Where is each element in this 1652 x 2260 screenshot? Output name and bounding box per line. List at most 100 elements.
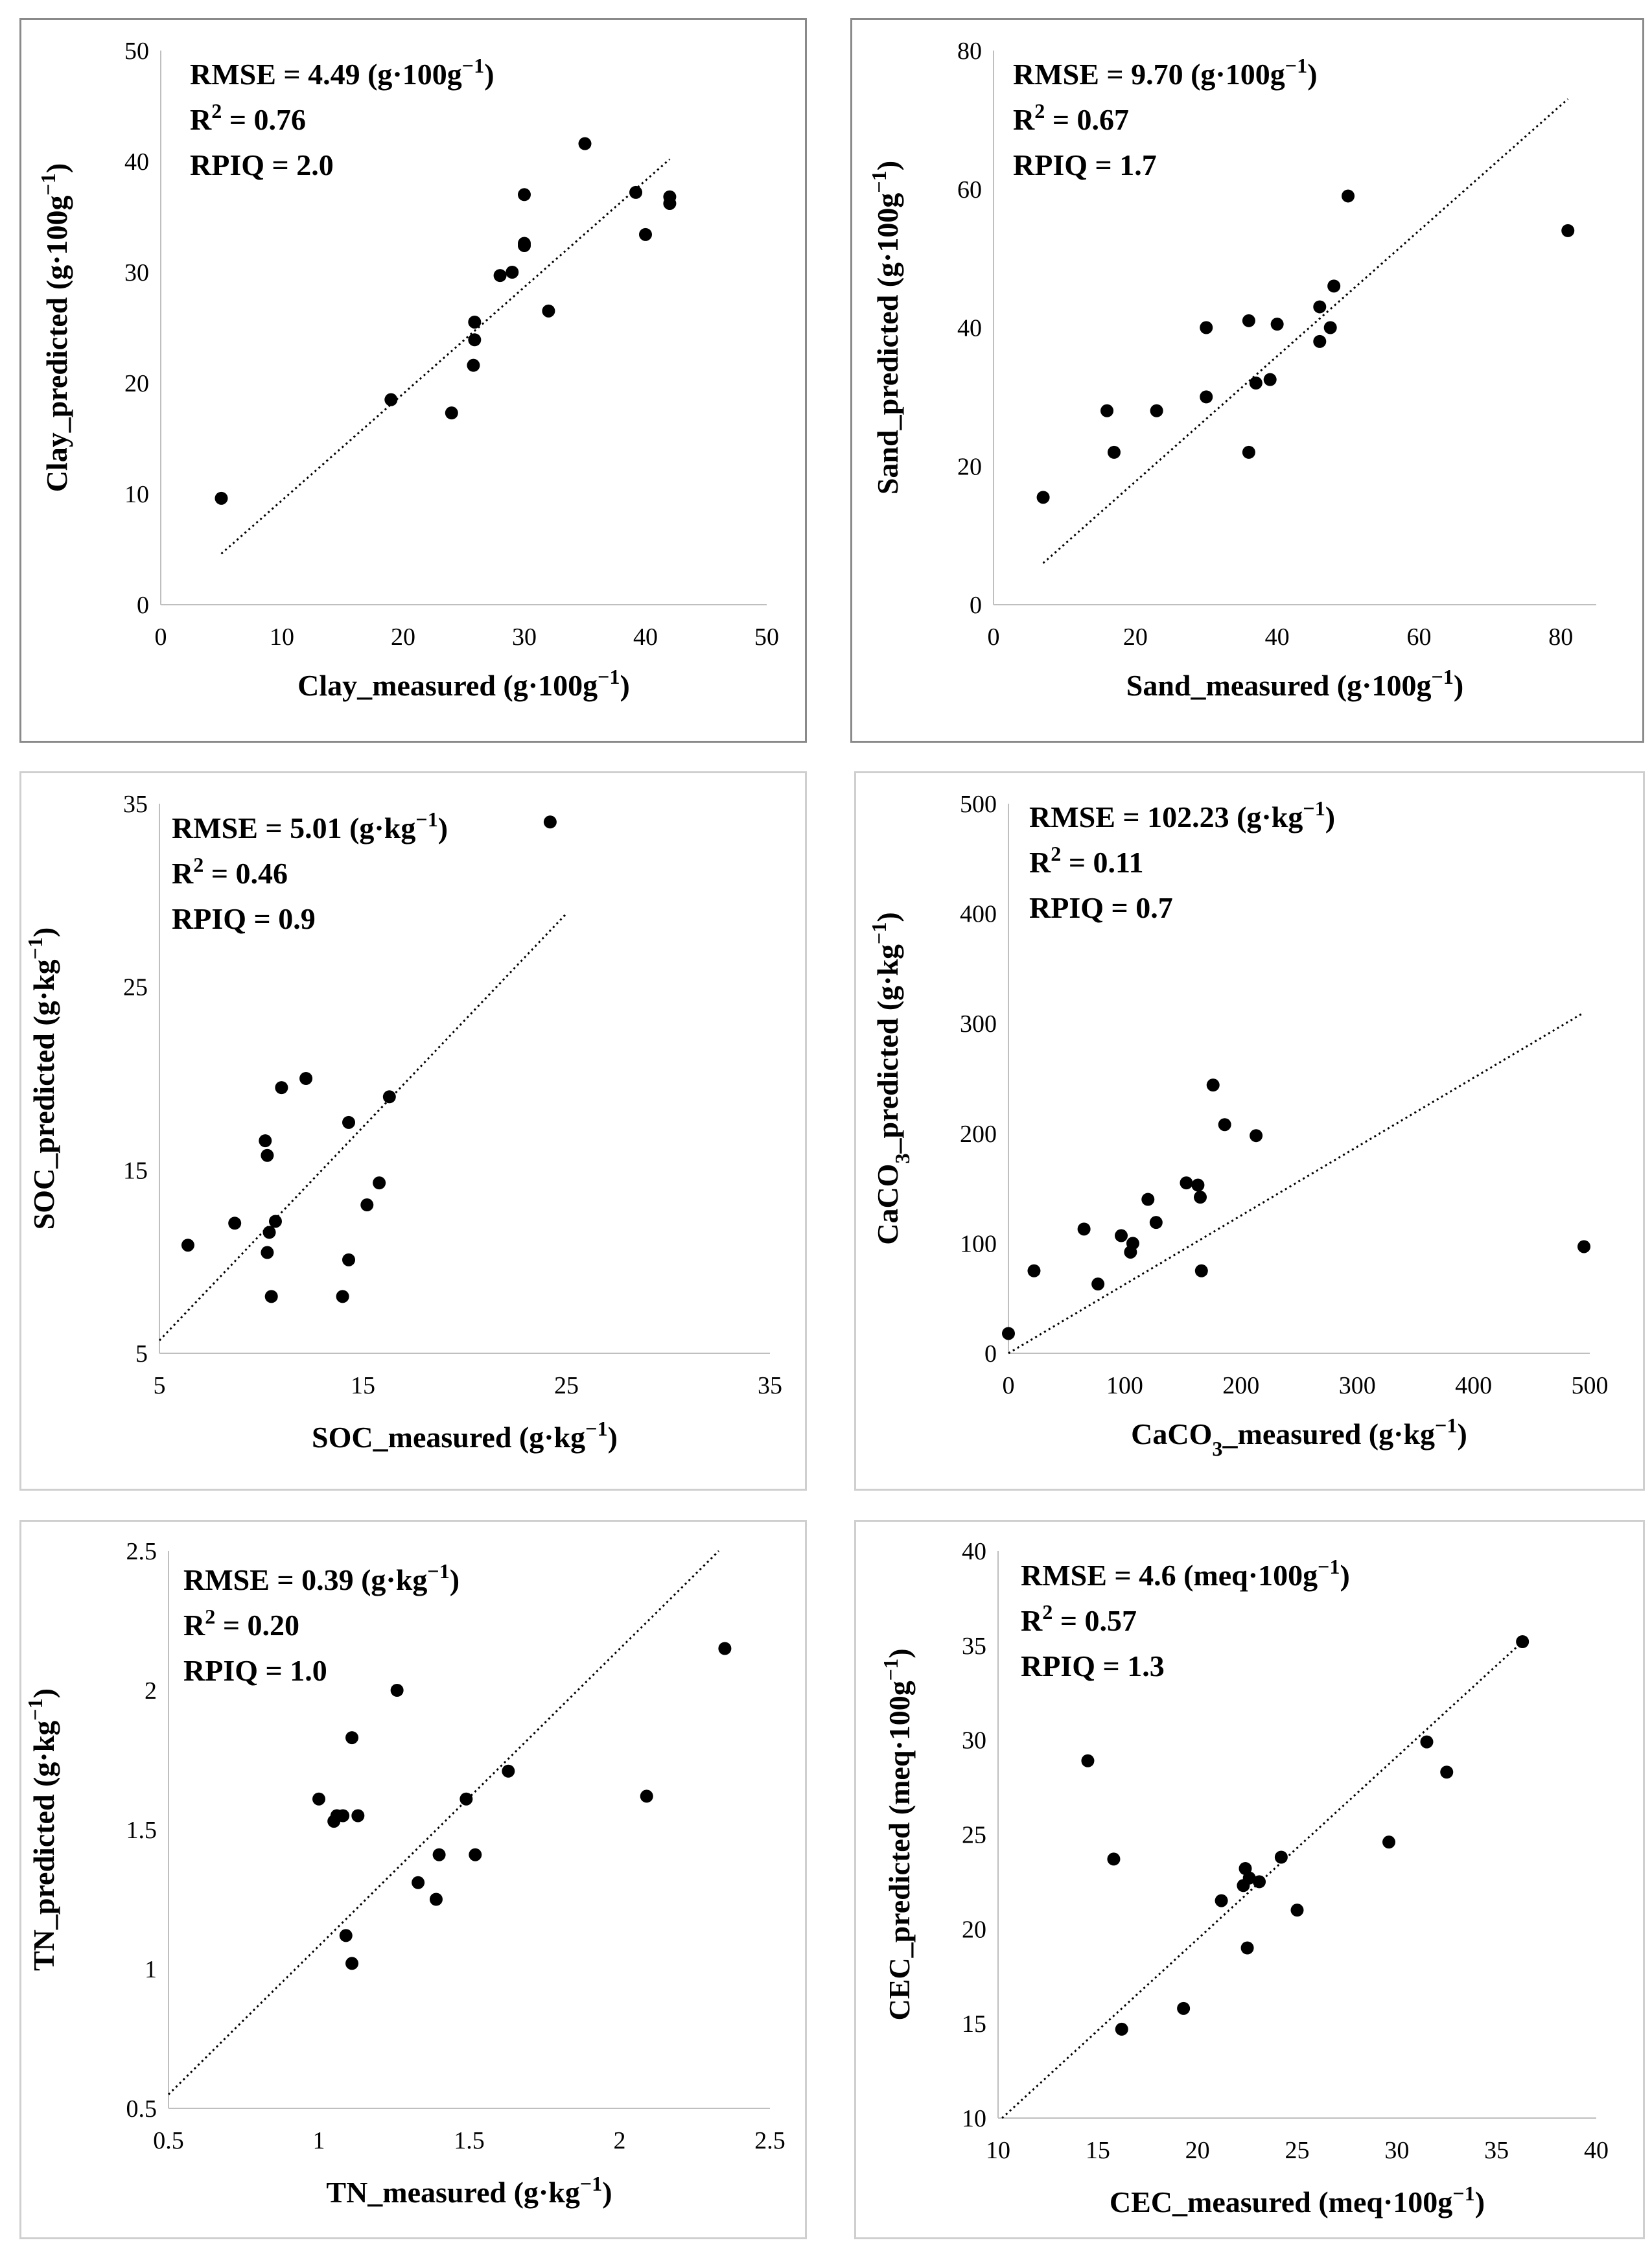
sand-data-point xyxy=(1313,334,1327,348)
caco3-data-point xyxy=(1077,1222,1091,1236)
cec-data-point xyxy=(1274,1850,1288,1864)
tn-y-tick-label: 2 xyxy=(145,1677,157,1705)
soc-data-point xyxy=(275,1081,288,1095)
caco3-x-tick-label: 200 xyxy=(1222,1372,1259,1399)
clay-chart-panel: 0 10 20 30 40 50 0 10 20 30 40 50 Clay_measured (g·1… xyxy=(19,18,807,743)
tn-trendline xyxy=(167,1550,720,2095)
cec-y-axis-title: CEC_predicted (meq·100g−1) xyxy=(879,1648,916,2020)
cec-data-point xyxy=(1382,1835,1396,1849)
soc-data-point xyxy=(259,1134,272,1148)
soc-x-tick-label: 35 xyxy=(758,1372,782,1399)
cec-x-tick-label: 10 xyxy=(986,2137,1010,2164)
tn-y-tick-label: 0.5 xyxy=(126,2095,157,2123)
sand-data-point xyxy=(1242,314,1255,327)
soc-data-point xyxy=(262,1226,276,1239)
tn-data-point xyxy=(469,1848,482,1861)
clay-data-point xyxy=(639,227,652,241)
caco3-trendline xyxy=(1008,1011,1585,1355)
soc-data-point xyxy=(261,1246,274,1259)
caco3-data-point xyxy=(1194,1264,1208,1277)
cec-y-tick-label: 20 xyxy=(962,1916,986,1943)
cec-x-tick-label: 35 xyxy=(1484,2137,1509,2164)
clay-trendline xyxy=(220,158,671,555)
sand-x-tick-label: 0 xyxy=(988,623,1000,651)
clay-data-point xyxy=(542,304,555,318)
tn-data-point xyxy=(460,1792,473,1806)
caco3-x-tick-label: 100 xyxy=(1106,1372,1143,1399)
sand-data-point xyxy=(1200,390,1213,404)
soc-data-point xyxy=(342,1253,356,1266)
clay-data-point xyxy=(445,406,458,420)
clay-y-axis-title: Clay_predicted (g·100g−1) xyxy=(36,163,73,493)
cec-y-tick-label: 30 xyxy=(962,1727,986,1754)
tn-data-point xyxy=(351,1809,365,1823)
soc-data-point xyxy=(382,1090,396,1104)
tn-data-point xyxy=(336,1809,350,1823)
caco3-chart-panel: 0 100 200 300 400 500 0 100 200 300 400 500 CaCO3_me… xyxy=(854,771,1645,1491)
cec-x-tick-label: 30 xyxy=(1384,2137,1409,2164)
caco3-x-axis-title: CaCO3_measured (g·kg−1) xyxy=(1131,1414,1467,1460)
clay-x-tick-label: 20 xyxy=(391,623,415,651)
cec-y-tick-label: 10 xyxy=(962,2105,986,2132)
sand-data-point xyxy=(1327,279,1341,293)
tn-stat-0: RMSE = 0.39 (g·kg−1) xyxy=(183,1559,460,1596)
clay-data-point xyxy=(629,185,643,199)
sand-x-tick-label: 20 xyxy=(1123,623,1148,651)
tn-data-point xyxy=(390,1684,404,1697)
cec-data-point xyxy=(1290,1904,1304,1917)
cec-data-point xyxy=(1115,2022,1128,2036)
sand-stat-0: RMSE = 9.70 (g·100g−1) xyxy=(1013,54,1318,91)
sand-data-point xyxy=(1249,377,1262,390)
cec-data-point xyxy=(1440,1765,1454,1779)
tn-data-point xyxy=(718,1642,732,1655)
cec-data-point xyxy=(1240,1941,1254,1955)
caco3-y-tick-label: 0 xyxy=(984,1340,997,1368)
clay-y-tick-label: 50 xyxy=(124,38,149,65)
caco3-data-point xyxy=(1191,1178,1205,1192)
caco3-y-tick-label: 200 xyxy=(960,1121,997,1148)
caco3-y-tick-label: 100 xyxy=(960,1230,997,1257)
cec-data-point xyxy=(1242,1871,1256,1885)
cec-svg: 10 15 20 25 30 35 40 10 15 20 25 30 35 40 CEC_measured… xyxy=(879,1538,1609,2219)
soc-stat-0: RMSE = 5.01 (g·kg−1) xyxy=(172,808,448,845)
tn-y-tick-label: 2.5 xyxy=(126,1538,157,1565)
caco3-data-point xyxy=(1027,1264,1041,1277)
caco3-data-point xyxy=(1577,1240,1591,1253)
clay-data-point xyxy=(384,393,398,406)
caco3-data-point xyxy=(1141,1193,1155,1206)
sand-y-tick-label: 0 xyxy=(970,592,982,619)
cec-x-tick-label: 20 xyxy=(1185,2137,1210,2164)
sand-data-point xyxy=(1150,404,1163,417)
sand-y-tick-label: 80 xyxy=(957,38,982,65)
tn-x-tick-label: 1.5 xyxy=(454,2127,485,2154)
clay-data-point xyxy=(467,358,480,372)
soc-chart-panel: 5 15 25 35 5 15 25 35 SOC_measured (g·kg−1) SOC_p… xyxy=(19,771,807,1491)
caco3-stat-0: RMSE = 102.23 (g·kg−1) xyxy=(1029,797,1335,833)
sand-y-tick-label: 40 xyxy=(957,315,982,342)
soc-y-tick-label: 5 xyxy=(135,1340,148,1368)
cec-y-tick-label: 15 xyxy=(962,2010,986,2038)
clay-data-point xyxy=(518,237,531,250)
cec-data-point xyxy=(1215,1894,1228,1907)
tn-data-point xyxy=(412,1876,425,1889)
clay-stat-0: RMSE = 4.49 (g·100g−1) xyxy=(190,54,494,91)
clay-x-tick-label: 10 xyxy=(270,623,294,651)
caco3-data-point xyxy=(1206,1078,1220,1092)
cec-x-tick-label: 15 xyxy=(1086,2137,1110,2164)
sand-stat-2: RPIQ = 1.7 xyxy=(1013,148,1157,181)
cec-x-axis-title: CEC_measured (meq·100g−1) xyxy=(1110,2182,1485,2219)
caco3-y-axis-title: CaCO3_predicted (g·kg−1) xyxy=(867,912,914,1245)
clay-data-point xyxy=(663,190,677,204)
sand-data-point xyxy=(1036,491,1050,504)
sand-x-tick-label: 80 xyxy=(1548,623,1573,651)
caco3-stat-2: RPIQ = 0.7 xyxy=(1029,891,1173,924)
clay-data-point xyxy=(468,333,482,347)
caco3-data-point xyxy=(1091,1277,1105,1291)
clay-stat-2: RPIQ = 2.0 xyxy=(190,148,334,181)
soc-y-tick-label: 15 xyxy=(123,1157,148,1184)
clay-x-tick-label: 40 xyxy=(633,623,658,651)
caco3-data-point xyxy=(1126,1237,1139,1250)
soc-svg: 5 15 25 35 5 15 25 35 SOC_measured (g·kg−1) SOC_p… xyxy=(23,791,782,1454)
sand-x-axis-title: Sand_measured (g·100g−1) xyxy=(1126,665,1463,702)
clay-x-tick-label: 50 xyxy=(754,623,779,651)
